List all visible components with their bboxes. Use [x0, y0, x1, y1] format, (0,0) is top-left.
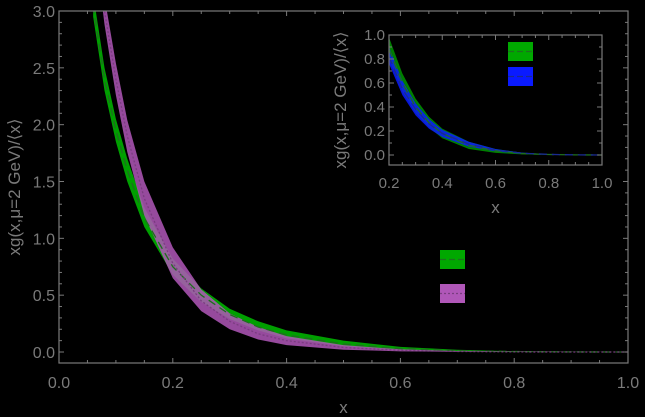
y-tick-label: 1.5: [33, 175, 55, 192]
x-tick-label: 0.6: [389, 375, 411, 392]
y-tick-label: 2.0: [33, 118, 55, 135]
y-tick-label: 3.0: [33, 4, 55, 21]
inset-plot: 0.2 0.4 0.6 0.8 1.0 0.0 0.2 0.4 0.6 0.8 1.0 x xg(x,μ…: [330, 20, 620, 220]
x-tick-label: 0.4: [432, 175, 453, 192]
x-tick-label: 0.4: [275, 375, 297, 392]
legend-item: [508, 67, 533, 86]
x-tick-label: 0.8: [503, 375, 525, 392]
x-tick-label: 0.2: [162, 375, 184, 392]
x-tick-label: 0.6: [485, 175, 506, 192]
y-tick-label: 1.0: [33, 231, 55, 248]
legend-item: [440, 250, 465, 269]
x-axis-label: x: [491, 198, 500, 217]
legend-item: [440, 284, 465, 303]
x-tick-label: 0.0: [48, 375, 70, 392]
y-tick-label: 0.0: [364, 147, 385, 164]
y-tick-label: 0.5: [33, 288, 55, 305]
central-line: [103, 11, 628, 353]
central-line: [389, 49, 602, 156]
legend-item: [508, 42, 533, 61]
inset-bands: [389, 37, 602, 156]
x-tick-label: 0.8: [538, 175, 559, 192]
main-bands: [93, 11, 628, 353]
x-tick-label: 0.2: [379, 175, 400, 192]
y-tick-label: 0.8: [364, 51, 385, 68]
x-tick-label: 1.0: [617, 375, 639, 392]
y-axis-label: xg(x,μ=2 GeV)/⟨x⟩: [331, 32, 350, 169]
x-tick-label: 1.0: [592, 175, 613, 192]
y-tick-label: 0.4: [364, 99, 385, 116]
y-tick-label: 2.5: [33, 61, 55, 78]
y-tick-label: 0.2: [364, 123, 385, 140]
y-tick-label: 1.0: [364, 27, 385, 44]
main-plot: 0.0 0.2 0.4 0.6 0.8 1.0 0.0 0.5 1.0 1.5 2.0 2.5 3.0 x…: [5, 4, 639, 417]
y-tick-label: 0.0: [33, 345, 55, 362]
central-line: [389, 56, 602, 156]
y-axis-label: xg(x,μ=2 GeV)/⟨x⟩: [5, 119, 24, 256]
y-tick-label: 0.6: [364, 75, 385, 92]
x-axis-label: x: [339, 398, 348, 417]
